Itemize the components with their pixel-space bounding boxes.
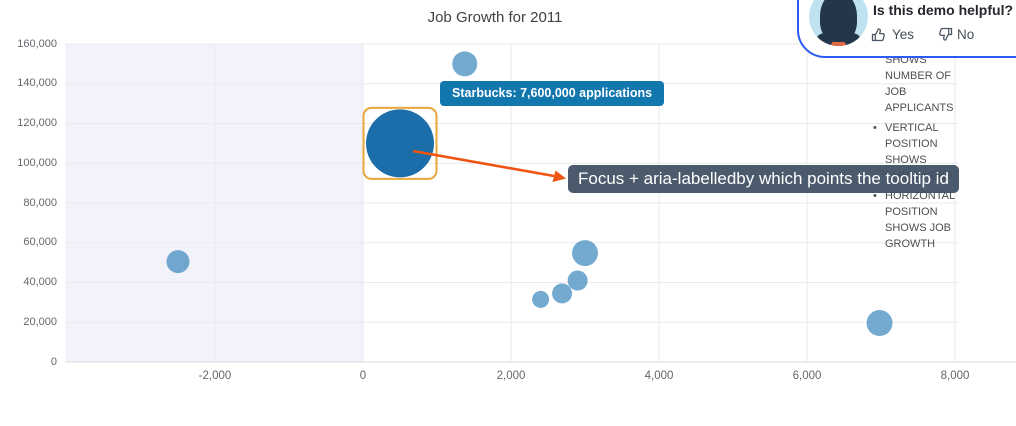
avatar-hood (820, 0, 857, 42)
x-tick-label: 8,000 (940, 370, 970, 382)
feedback-yes-button[interactable]: Yes (867, 24, 918, 45)
bubble[interactable] (572, 240, 599, 267)
x-tick-label: -2,000 (198, 370, 232, 382)
annotation-arrow-icon (412, 149, 555, 178)
chart-tooltip: Starbucks: 7,600,000 applications (440, 81, 665, 106)
y-tick-label: 160,000 (17, 37, 57, 50)
y-tick-label: 100,000 (17, 156, 57, 169)
bubble[interactable] (166, 250, 190, 274)
x-tick-label: 6,000 (792, 370, 822, 382)
y-tick-label: 20,000 (23, 315, 57, 328)
bubble-selected[interactable] (366, 109, 435, 178)
bubble[interactable] (567, 270, 588, 291)
x-tick-label: 0 (359, 370, 367, 382)
y-tick-label: 80,000 (23, 196, 57, 209)
note-item: SHOWS NUMBER OF JOB APPLICANTS (885, 54, 954, 114)
thumbs-up-icon (871, 28, 885, 42)
y-tick-label: 40,000 (23, 276, 57, 288)
avatar-face (828, 0, 850, 25)
feedback-yes-label: Yes (892, 27, 915, 42)
feedback-no-button[interactable]: No (932, 24, 978, 45)
feedback-question: Is this demo helpful? (873, 2, 1014, 18)
thumbs-down-icon (939, 27, 953, 41)
ninja-avatar (809, 0, 868, 46)
y-tick-label: 60,000 (23, 236, 57, 249)
y-tick-label: 120,000 (17, 117, 57, 129)
note-item: HORIZONTAL POSITION SHOWS JOB GROWTH (871, 188, 957, 252)
feedback-no-label: No (957, 27, 975, 42)
focus-ring (362, 106, 438, 180)
bubble[interactable] (452, 51, 478, 77)
bubble[interactable] (532, 290, 550, 308)
bubble[interactable] (866, 310, 893, 337)
x-tick-label: 4,000 (644, 370, 674, 382)
x-tick-label: 2,000 (496, 370, 526, 382)
feedback-popup: Is this demo helpful? Yes No (797, 0, 1016, 58)
y-tick-label: 0 (50, 355, 57, 368)
annotation-callout: Focus + aria-labelledby which points the… (568, 165, 959, 193)
annotation-arrowhead-icon (552, 170, 566, 182)
y-tick-label: 140,000 (17, 77, 57, 90)
bubble[interactable] (552, 283, 573, 304)
chart-notes-list: SHOWS NUMBER OF JOB APPLICANTSVERTICAL P… (871, 52, 957, 256)
chart-title: Job Growth for 2011 (427, 9, 563, 26)
